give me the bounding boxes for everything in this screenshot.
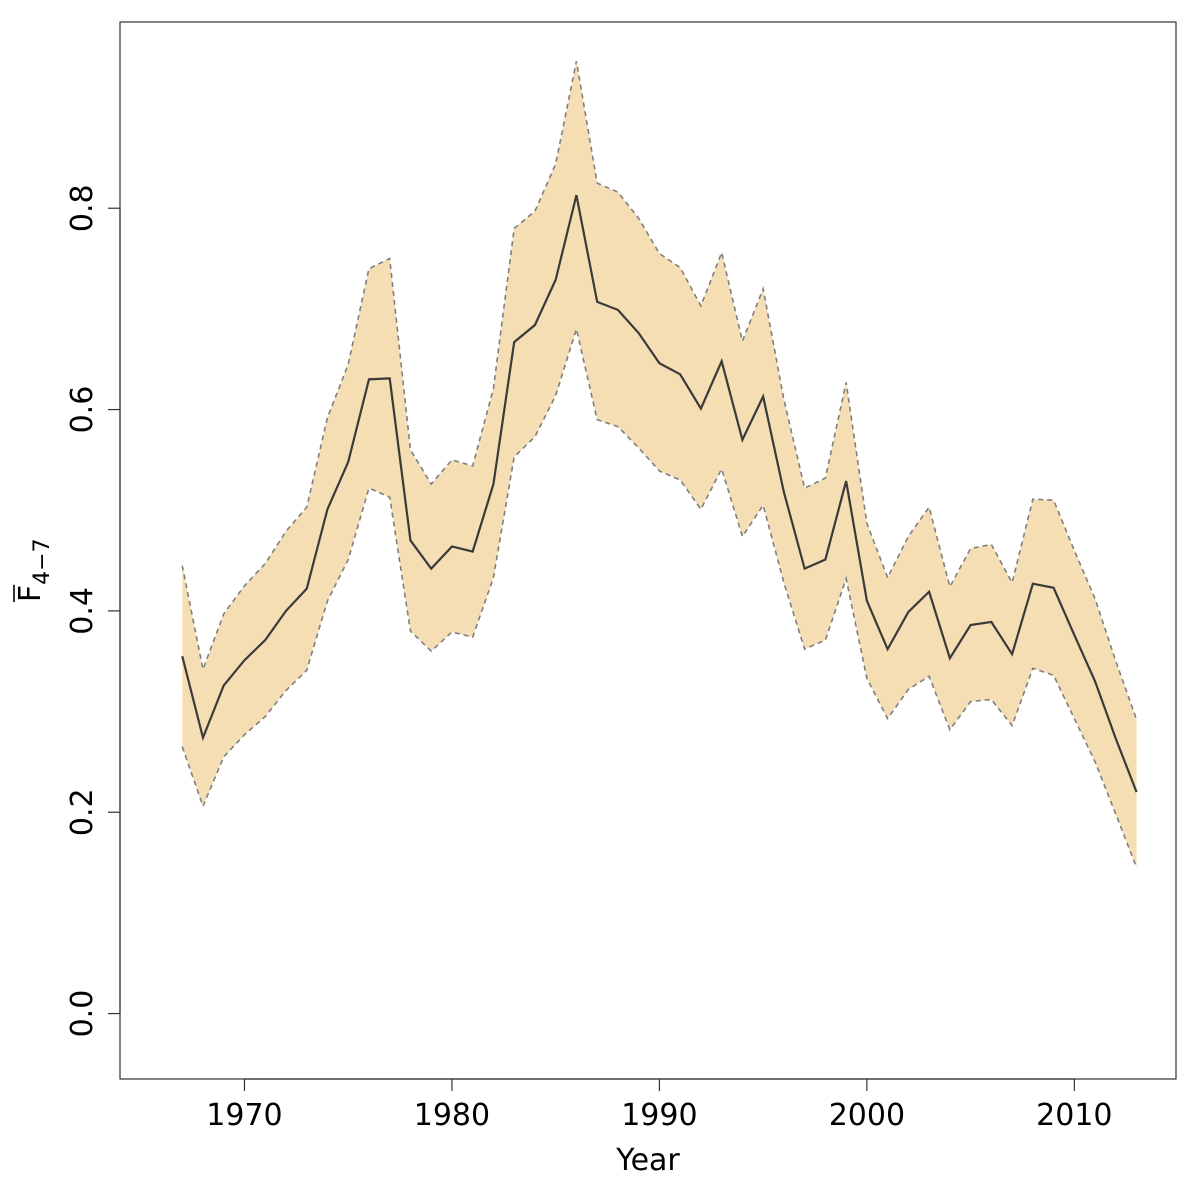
estimate-point xyxy=(263,638,267,642)
estimate-point xyxy=(823,558,827,562)
estimate-point xyxy=(388,376,392,380)
estimate-point xyxy=(927,590,931,594)
y-axis-title-subscript: 4−7 xyxy=(30,538,55,584)
estimate-point xyxy=(367,377,371,381)
lower-bound-line xyxy=(181,325,1138,868)
x-axis: 1970 1980 1990 2000 2010 xyxy=(206,1078,1113,1133)
estimate-point xyxy=(201,736,205,740)
x-tick-label: 2000 xyxy=(829,1098,905,1133)
x-axis-title: Year xyxy=(615,1143,680,1178)
estimate-point xyxy=(533,323,537,327)
upper-bound-line xyxy=(181,61,1138,720)
estimate-point xyxy=(720,359,724,363)
y-axis-title-main: F xyxy=(13,585,48,602)
estimate-point xyxy=(844,479,848,483)
estimate-point xyxy=(1010,652,1014,656)
estimate-point xyxy=(429,567,433,571)
estimate-point xyxy=(657,361,661,365)
estimate-point xyxy=(471,550,475,554)
estimate-point xyxy=(740,438,744,442)
estimate-point xyxy=(408,538,412,542)
y-axis-title: F4−7 xyxy=(13,538,55,603)
estimate-point xyxy=(595,300,599,304)
estimate-point xyxy=(574,193,578,197)
estimate-point xyxy=(948,656,952,660)
x-tick-label: 1990 xyxy=(621,1098,697,1133)
estimate-point xyxy=(865,599,869,603)
estimate-point xyxy=(554,278,558,282)
estimate-point xyxy=(1135,790,1139,794)
estimate-point xyxy=(803,567,807,571)
estimate-point xyxy=(284,609,288,613)
estimate-point xyxy=(761,394,765,398)
confidence-band xyxy=(182,61,1137,868)
x-tick-label: 1980 xyxy=(414,1098,490,1133)
plot-area xyxy=(180,61,1139,868)
estimate-point xyxy=(678,372,682,376)
estimate-point xyxy=(1093,679,1097,683)
estimate-point xyxy=(222,683,226,687)
estimate-point xyxy=(637,331,641,335)
estimate-point xyxy=(1031,582,1035,586)
estimate-point xyxy=(325,507,329,511)
estimate-point xyxy=(1072,633,1076,637)
estimate-point xyxy=(180,654,184,658)
estimate-point xyxy=(242,658,246,662)
y-tick-label: 0.6 xyxy=(65,386,100,434)
x-tick-label: 1970 xyxy=(206,1098,282,1133)
estimate-point xyxy=(969,623,973,627)
estimate-point xyxy=(886,647,890,651)
estimate-point xyxy=(782,490,786,494)
svg-text:F4−7: F4−7 xyxy=(13,538,55,602)
estimate-point xyxy=(305,587,309,591)
estimate-point xyxy=(1052,586,1056,590)
y-tick-label: 0.0 xyxy=(65,990,100,1038)
estimate-point xyxy=(616,308,620,312)
estimate-point xyxy=(450,544,454,548)
estimate-point xyxy=(1114,737,1118,741)
estimate-point xyxy=(906,610,910,614)
estimate-point xyxy=(989,620,993,624)
y-tick-label: 0.8 xyxy=(65,184,100,232)
y-tick-label: 0.4 xyxy=(65,587,100,635)
estimate-point xyxy=(491,482,495,486)
y-tick-label: 0.2 xyxy=(65,788,100,836)
y-axis: 0.0 0.2 0.4 0.6 0.8 xyxy=(65,184,121,1038)
estimate-line xyxy=(181,194,1138,793)
estimate-point xyxy=(512,340,516,344)
estimate-point xyxy=(699,407,703,411)
x-tick-label: 2010 xyxy=(1036,1098,1112,1133)
estimate-point xyxy=(346,460,350,464)
